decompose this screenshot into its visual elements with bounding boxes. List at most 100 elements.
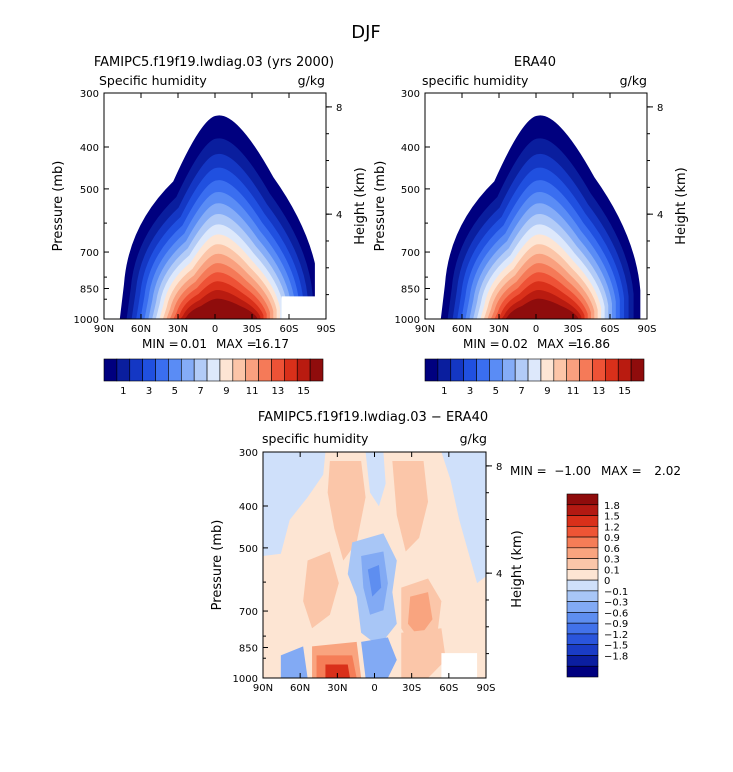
panel-diff-colorbar-swatch xyxy=(566,622,599,635)
diff-contour-region xyxy=(325,664,350,678)
panel-diff-colorbar-swatch xyxy=(566,536,599,549)
diff-contour-region xyxy=(280,646,308,678)
panel-obs-ytick-label: 850 xyxy=(401,284,420,295)
panel-obs-xtick-label: 90S xyxy=(637,324,656,335)
panel-obs-colorbar-label: 1 xyxy=(441,386,447,397)
panel-obs-ylabel: Pressure (mb) xyxy=(373,161,388,252)
panel-diff-colorbar-swatch xyxy=(566,579,599,592)
panel-obs-xtick-label: 30N xyxy=(489,324,509,335)
panel-obs-field xyxy=(425,93,647,319)
panel-obs-ytick-label: 300 xyxy=(401,89,420,100)
panel-diff-contours xyxy=(263,452,486,678)
missing-data-mask xyxy=(441,653,478,678)
panel-diff-subtitle-left: specific humidity xyxy=(262,431,369,446)
panel-diff-colorbar-swatch xyxy=(566,633,599,646)
panel-model-colorbar-swatch xyxy=(116,358,131,382)
panel-obs-colorbar-swatch xyxy=(566,358,580,382)
panel-diff-colorbar-label: 0.1 xyxy=(604,565,620,576)
panel-model-min-label: MIN = xyxy=(142,337,179,351)
panel-diff-colorbar-swatch xyxy=(566,655,599,667)
panel-model-colorbar-label: 7 xyxy=(197,386,203,397)
panel-obs-y2label: Height (km) xyxy=(674,167,689,244)
panel-model-colorbar-swatch xyxy=(193,358,208,382)
panel-diff-colorbar-swatch xyxy=(566,612,599,624)
panel-diff-colorbar-label: −0.6 xyxy=(604,608,628,619)
panel-diff-xtick-label: 90N xyxy=(253,683,273,694)
panel-obs-colorbar-label: 3 xyxy=(467,386,473,397)
panel-model-xtick-label: 60S xyxy=(279,324,298,335)
panel-obs-colorbar-label: 7 xyxy=(518,386,524,397)
panel-model-colorbar-label: 11 xyxy=(246,386,259,397)
panel-diff-ytick-label: 1000 xyxy=(233,674,258,685)
panel-obs-contours xyxy=(425,93,647,319)
panel-model-xtick-label: 90S xyxy=(316,324,335,335)
panel-model-colorbar-swatch xyxy=(309,358,324,382)
panel-obs-y2tick-label: 4 xyxy=(657,210,663,221)
panel-diff-xtick-label: 60S xyxy=(439,683,458,694)
panel-model-colorbar-swatch xyxy=(258,358,272,382)
panel-model-max-value: 16.17 xyxy=(255,337,289,351)
panel-obs-subtitle-left: specific humidity xyxy=(422,73,529,88)
panel-diff-colorbar-label: 1.2 xyxy=(604,522,620,533)
panel-model-xtick-label: 30N xyxy=(168,324,188,335)
panel-model-y2label: Height (km) xyxy=(353,167,368,244)
panel-obs-colorbar-swatch xyxy=(617,358,632,382)
panel-model-colorbar-swatch xyxy=(232,358,247,382)
panel-model-colorbar-label: 5 xyxy=(172,386,178,397)
panel-obs-xtick-label: 60S xyxy=(600,324,619,335)
figure-title: DJF xyxy=(351,22,381,43)
panel-model-colorbar-label: 9 xyxy=(223,386,229,397)
diff-contour-region xyxy=(392,461,429,552)
panel-model-ytick-label: 500 xyxy=(80,185,99,196)
diff-contour-region xyxy=(327,461,366,561)
panel-diff-colorbar-label: 0.9 xyxy=(604,533,620,544)
panel-obs-colorbar-swatch xyxy=(450,358,464,382)
panel-model-ytick-label: 400 xyxy=(80,143,99,154)
panel-obs-colorbar-swatch xyxy=(630,358,645,382)
panel-diff-colorbar-swatch xyxy=(566,525,599,538)
panel-model-axes: 90N 60N 30N 0 30S 60S 90S 300 400 500 700 850 1000 8 4 xyxy=(74,89,343,335)
panel-model-max-label: MAX = xyxy=(216,337,257,351)
panel-model-colorbar-label: 1 xyxy=(120,386,126,397)
panel-obs-xtick-label: 0 xyxy=(533,324,539,335)
panel-obs-min-value: 0.02 xyxy=(501,337,528,351)
panel-diff-colorbar-swatch xyxy=(566,547,599,559)
panel-obs-colorbar-swatch xyxy=(553,358,568,382)
panel-diff-colorbar-swatch xyxy=(566,504,599,516)
panel-diff-colorbar-swatch xyxy=(566,558,599,570)
panel-diff-ytick-label: 400 xyxy=(239,502,258,513)
panel-diff-colorbar-label: −0.1 xyxy=(604,587,628,598)
panel-model-colorbar-swatch xyxy=(271,358,285,382)
panel-model-colorbar-swatch xyxy=(245,358,259,382)
panel-obs-colorbar: 1 3 5 7 9 11 13 15 xyxy=(424,358,645,397)
panel-model-colorbar-label: 15 xyxy=(297,386,310,397)
panel-obs-colorbar-label: 5 xyxy=(493,386,499,397)
diff-contour-region xyxy=(407,592,433,638)
panel-obs-ytick-label: 500 xyxy=(401,185,420,196)
panel-obs-colorbar-swatch xyxy=(476,358,490,382)
panel-diff-xtick-label: 30S xyxy=(402,683,421,694)
panel-model-xtick-label: 0 xyxy=(212,324,218,335)
panel-diff-ylabel: Pressure (mb) xyxy=(210,520,225,611)
panel-model-ylabel: Pressure (mb) xyxy=(51,161,66,252)
panel-diff-field xyxy=(263,452,486,678)
panel-obs-colorbar-label: 15 xyxy=(618,386,631,397)
panel-model-colorbar-swatch xyxy=(284,358,298,382)
panel-obs-max-label: MAX = xyxy=(537,337,578,351)
panel-model: FAMIPC5.f19f19.lwdiag.03 (yrs 2000) Spec… xyxy=(51,55,368,397)
panel-diff-max-value: 2.02 xyxy=(654,464,681,478)
panel-model-y2tick-label: 4 xyxy=(336,210,342,221)
panel-diff-ytick-label: 500 xyxy=(239,544,258,555)
panel-model-ytick-label: 300 xyxy=(80,89,99,100)
panel-model-ytick-label: 850 xyxy=(80,284,99,295)
panel-diff-colorbar-swatch xyxy=(566,515,599,527)
panel-diff-colorbar-label: 1.8 xyxy=(604,501,620,512)
panel-obs-colorbar-swatch xyxy=(605,358,619,382)
panel-model-colorbar-swatch xyxy=(168,358,182,382)
panel-model-colorbar-swatch xyxy=(219,358,234,382)
panel-diff-min-label: MIN = xyxy=(510,464,547,478)
panel-obs-subtitle-right: g/kg xyxy=(620,73,647,88)
panel-model-title: FAMIPC5.f19f19.lwdiag.03 (yrs 2000) xyxy=(94,55,334,70)
panel-obs-colorbar-label: 13 xyxy=(593,386,606,397)
